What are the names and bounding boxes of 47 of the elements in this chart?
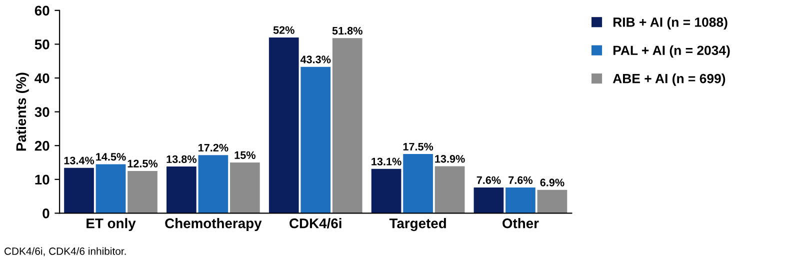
y-tick-label: 0 bbox=[42, 208, 50, 218]
y-tick-label: 30 bbox=[34, 107, 50, 117]
data-label: 15% bbox=[234, 151, 256, 159]
data-label: 13.4% bbox=[64, 156, 94, 164]
bar bbox=[64, 168, 94, 214]
y-tick-label: 10 bbox=[35, 174, 50, 185]
x-tick-label: Targeted bbox=[389, 218, 446, 232]
bar bbox=[198, 155, 228, 214]
data-label: 17.5% bbox=[403, 142, 434, 151]
data-label: 13.8% bbox=[166, 155, 197, 164]
bar bbox=[128, 170, 158, 214]
x-tick-label: Chemotherapy bbox=[165, 218, 262, 232]
data-label: 43.3% bbox=[300, 56, 331, 64]
data-label: 14.5% bbox=[96, 153, 126, 161]
bar bbox=[537, 190, 568, 214]
text: CDK4/6i, CDK4/6 inhibitor. bbox=[4, 247, 126, 256]
data-label: 13.1% bbox=[372, 158, 402, 166]
bar bbox=[166, 166, 196, 214]
data-label: 52% bbox=[273, 26, 294, 34]
bar bbox=[506, 188, 536, 214]
x-tick-label: CDK4/6i bbox=[290, 218, 342, 228]
bar bbox=[403, 154, 433, 214]
x-tick-label: Other bbox=[502, 218, 539, 228]
data-label: 6.9% bbox=[540, 178, 564, 186]
x-tick-label: ET only bbox=[86, 218, 136, 232]
bar bbox=[371, 168, 402, 214]
bar bbox=[268, 37, 299, 214]
data-label: 12.5% bbox=[128, 160, 158, 168]
legend-label: ABE + AI (n = 699) bbox=[612, 74, 726, 86]
bar bbox=[300, 66, 331, 214]
bar bbox=[474, 188, 504, 214]
y-axis-title: Patients (%) bbox=[16, 72, 29, 151]
data-label: 7.6% bbox=[476, 176, 501, 184]
bar bbox=[230, 162, 260, 214]
bar bbox=[434, 166, 465, 214]
y-tick-label: 40 bbox=[34, 73, 50, 84]
y-tick-label: 50 bbox=[34, 40, 50, 50]
bar bbox=[96, 164, 126, 214]
bar bbox=[332, 38, 362, 214]
legend-label: RIB + AI (n = 1088) bbox=[613, 17, 728, 30]
data-label: 13.9% bbox=[435, 155, 465, 163]
data-label: 51.8% bbox=[332, 26, 362, 35]
data-label: 7.6% bbox=[508, 176, 533, 184]
legend-label: PAL + AI (n = 2034) bbox=[613, 45, 730, 58]
data-label: 17.2% bbox=[198, 144, 228, 152]
y-tick-label: 60 bbox=[34, 6, 50, 16]
y-tick-label: 20 bbox=[34, 140, 50, 151]
